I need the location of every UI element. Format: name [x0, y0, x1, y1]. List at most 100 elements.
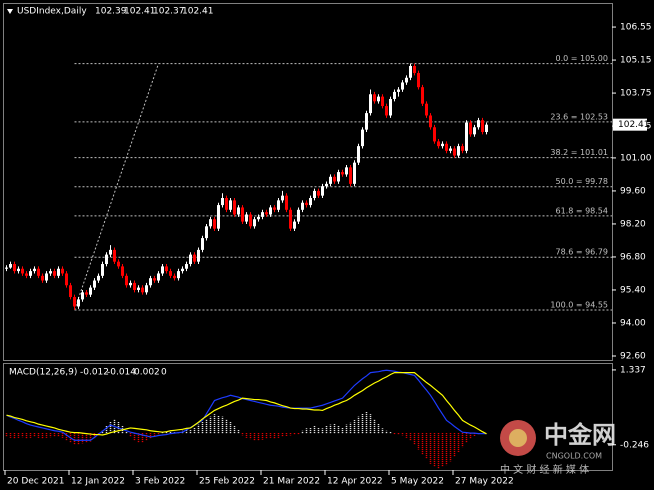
candle-body [65, 273, 68, 286]
candle-body [69, 285, 72, 298]
candle-body [469, 122, 472, 135]
candle-body [257, 216, 260, 220]
candle-body [381, 96, 384, 107]
candle-body [21, 268, 24, 274]
main-frame [3, 3, 613, 361]
candle-body [309, 198, 312, 206]
macd-header-value: 0 [161, 368, 167, 378]
macd-header-value: -0.014 [107, 368, 136, 378]
fib-label: 0.0 = 105.00 [555, 54, 608, 63]
candle-body [205, 226, 208, 239]
fib-label: 100.0 = 94.55 [550, 301, 608, 310]
signal-line [6, 372, 487, 436]
candle-body [273, 207, 276, 210]
candle-body [265, 212, 268, 215]
candle-body [253, 219, 256, 227]
candle-body [137, 287, 140, 290]
candle-body [201, 238, 204, 250]
candle-body [293, 221, 296, 229]
candle-body [305, 202, 308, 206]
candle-body [141, 287, 144, 293]
candle-body [101, 264, 104, 276]
candle-body [425, 103, 428, 116]
candle-body [81, 292, 84, 300]
candle-body [445, 143, 448, 151]
menu-arrow[interactable] [7, 9, 13, 14]
candle-body [277, 200, 280, 210]
fib-trend [74, 63, 159, 311]
y-tick-label: 96.80 [620, 252, 646, 262]
candle-body [97, 275, 100, 281]
candle-body [197, 249, 200, 262]
header-value: 102.39 [95, 7, 127, 17]
x-tick-label: 12 Apr 2022 [327, 477, 383, 487]
y-tick-label: 92.60 [620, 351, 646, 361]
candle-body [353, 162, 356, 184]
x-tick-label: 27 May 2022 [455, 477, 514, 487]
candle-body [249, 214, 252, 227]
candle-body [157, 273, 160, 281]
candle-body [221, 198, 224, 206]
candle-body [361, 129, 364, 147]
candle-body [165, 266, 168, 272]
candle-body [181, 268, 184, 272]
candle-body [73, 297, 76, 307]
macd-y-tick-label: 1.337 [620, 365, 646, 375]
candle-body [389, 98, 392, 116]
macd-label: MACD(12,26,9) [9, 368, 77, 378]
candle-body [285, 195, 288, 210]
x-tick-label: 12 Jan 2022 [71, 477, 125, 487]
candle-body [109, 249, 112, 255]
candle-body [357, 146, 360, 163]
candle-body [209, 219, 212, 227]
candle-body [241, 207, 244, 222]
candle-body [341, 172, 344, 175]
candle-body [41, 275, 44, 281]
header-value: 102.41 [182, 7, 214, 17]
candle-body [473, 127, 476, 135]
candle-body [421, 87, 424, 104]
candle-body [13, 264, 16, 272]
candle-body [125, 275, 128, 286]
macd-line [6, 369, 487, 441]
candle-body [429, 115, 432, 128]
site: CNGOLD.COM [546, 452, 602, 461]
y-tick-label: 103.75 [620, 89, 652, 99]
candle-body [49, 271, 52, 274]
candle-body [57, 268, 60, 276]
candle-body [61, 268, 64, 274]
candle-body [393, 91, 396, 99]
candle-body [325, 183, 328, 187]
candle-body [337, 172, 340, 182]
candle-body [365, 113, 368, 130]
candle-body [149, 278, 152, 286]
candle-body [449, 148, 452, 151]
candle-body [405, 77, 408, 83]
candle-body [481, 120, 484, 132]
candle-body [349, 167, 352, 184]
candle-body [485, 124, 488, 132]
y-tick-label: 105.15 [620, 56, 652, 66]
candle-body [465, 122, 468, 151]
macd-frame [3, 363, 613, 471]
candle-body [177, 271, 180, 279]
candle-body [385, 106, 388, 116]
macd-header-value: -0.012 [80, 368, 109, 378]
candle-body [33, 268, 36, 272]
candle-body [217, 205, 220, 229]
candle-body [261, 212, 264, 217]
fib-label: 23.6 = 102.53 [550, 112, 608, 121]
candle-body [45, 273, 48, 281]
candle-body [229, 200, 232, 210]
candle-body [453, 148, 456, 156]
y-tick-label: 94.00 [620, 318, 646, 328]
candle-body [93, 280, 96, 288]
watermark: 中金网 CNGOLD.COM 中 文 财 经 新 媒 体 [500, 420, 616, 476]
candle-body [85, 292, 88, 295]
candle-body [185, 264, 188, 269]
macd-header-value: 0.002 [134, 368, 160, 378]
candle-body [145, 285, 148, 293]
candle-body [437, 141, 440, 147]
